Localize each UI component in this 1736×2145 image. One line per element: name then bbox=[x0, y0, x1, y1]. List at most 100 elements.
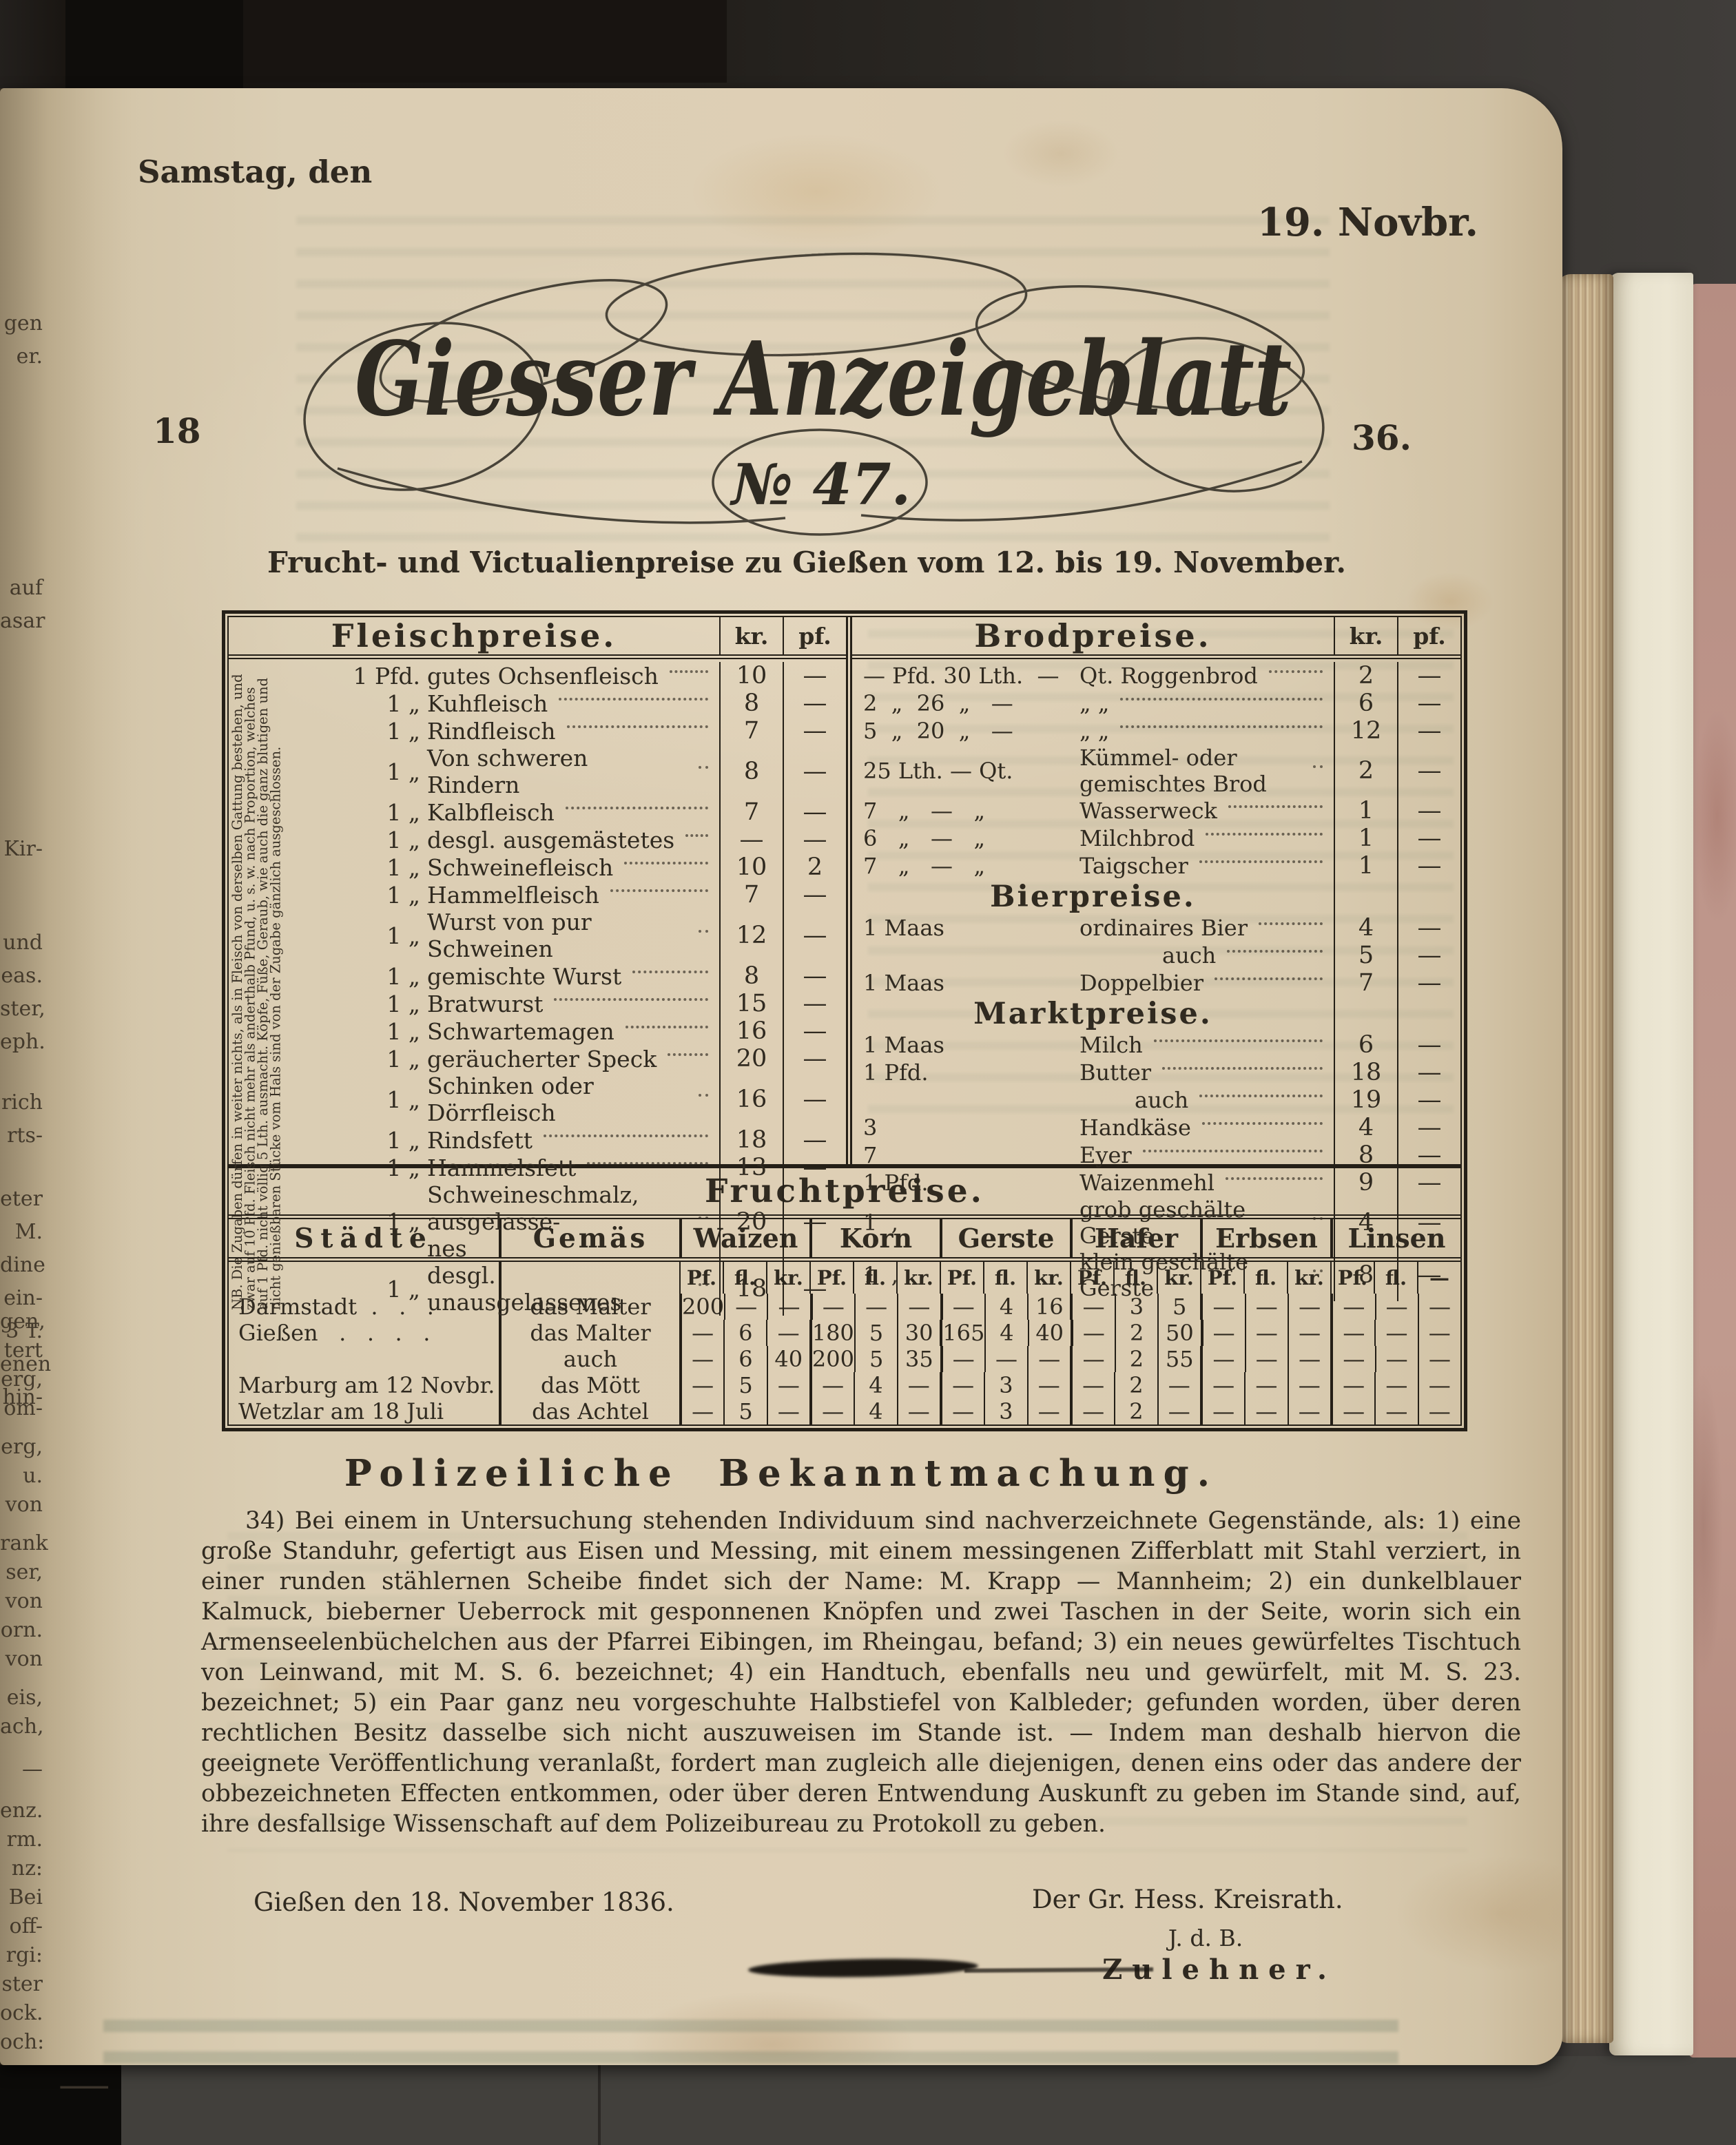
measure-unit: das Malter bbox=[499, 1320, 679, 1346]
col-gemaes: Gemäs bbox=[499, 1219, 679, 1257]
row-quantity: 1 „ bbox=[386, 798, 420, 826]
grain-column-header: Erbsen bbox=[1200, 1219, 1330, 1257]
value-cell: — bbox=[1374, 1398, 1417, 1424]
row-pfennig: — bbox=[783, 1017, 846, 1045]
dot-leader bbox=[1268, 670, 1323, 673]
markt-price-row: 3 Handkäse 4 — bbox=[852, 1114, 1460, 1141]
value-cell: 30 bbox=[897, 1320, 940, 1346]
margin-fragment: ster bbox=[0, 1970, 43, 1999]
value-cell: 40 bbox=[1027, 1320, 1071, 1346]
margin-fragment: eter bbox=[0, 1183, 43, 1216]
row-pfennig: — bbox=[783, 798, 846, 826]
value-cell: — bbox=[1070, 1320, 1115, 1346]
col-spacer bbox=[1334, 880, 1397, 914]
dot-leader bbox=[699, 930, 708, 933]
row-pfennig: — bbox=[783, 1181, 846, 1262]
row-pfennig: — bbox=[783, 662, 846, 690]
dot-leader bbox=[587, 1162, 708, 1165]
margin-fragment: gen, bbox=[0, 1307, 45, 1336]
row-item: auch bbox=[1135, 1087, 1189, 1113]
markt-price-row: auch 19 — bbox=[852, 1086, 1460, 1114]
margin-fragment: Bei bbox=[0, 1883, 43, 1912]
row-quantity: 1 „ bbox=[386, 826, 420, 853]
col-spacer bbox=[1397, 880, 1460, 914]
value-cell: — bbox=[896, 1372, 940, 1398]
value-cell: 2 bbox=[1114, 1398, 1157, 1424]
showthrough-ghost-table bbox=[868, 619, 1454, 1115]
row-quantity: 1 „ bbox=[386, 1017, 420, 1045]
city-name: Marburg am 12 Novbr. bbox=[238, 1372, 495, 1398]
row-pfennig: — bbox=[783, 962, 846, 990]
value-cell: — bbox=[1070, 1346, 1114, 1372]
row-item: Milchbrod bbox=[1079, 825, 1195, 851]
markt-price-row: 1 Maas Milch 6 — bbox=[852, 1031, 1460, 1059]
ink-smudge bbox=[747, 1957, 979, 1979]
subunit-header: fl. bbox=[983, 1262, 1026, 1294]
row-kreuzer: 16 bbox=[719, 1017, 783, 1045]
fleisch-price-row: 1 „ Von schweren Rindern 8 — bbox=[338, 745, 846, 798]
margin-fragment: erg, bbox=[0, 1365, 43, 1394]
brodpreise-title: Brodpreise. bbox=[974, 617, 1212, 654]
subunit-header: fl. bbox=[1374, 1262, 1417, 1294]
row-item: Rindsfett bbox=[427, 1126, 533, 1154]
bierpreise-header: Bierpreise. bbox=[852, 880, 1460, 914]
markt-rows: 1 Maas Milch 6 — 1 Pfd. bbox=[852, 1031, 1460, 1301]
dot-leader bbox=[1142, 1150, 1323, 1152]
value-cell: — bbox=[1287, 1320, 1330, 1346]
row-pfennig: — bbox=[783, 990, 846, 1017]
row-quantity: 3 bbox=[863, 1115, 878, 1141]
signature-sub: J. d. B. bbox=[1168, 1925, 1243, 1951]
brod-price-row: 6 „ — „ Milchbrod 1 — bbox=[852, 825, 1460, 852]
row-kreuzer: 10 bbox=[719, 853, 783, 881]
marktpreise-header: Marktpreise. bbox=[852, 997, 1460, 1031]
value-cell: — bbox=[940, 1346, 984, 1372]
subunit-header: Pf. bbox=[940, 1262, 983, 1294]
dot-leader bbox=[1313, 765, 1323, 768]
bier-price-row: auch 5 — bbox=[852, 942, 1460, 969]
row-quantity: 7 bbox=[863, 1142, 878, 1168]
value-cell: 2 bbox=[1114, 1372, 1157, 1398]
value-cell: — bbox=[767, 1294, 809, 1320]
row-item: „ „ bbox=[1079, 718, 1110, 744]
next-page-pink-edge bbox=[1689, 284, 1736, 2058]
row-pfennig: — bbox=[783, 1126, 846, 1154]
markt-price-row: 1 Pfd. Butter 18 — bbox=[852, 1059, 1460, 1086]
margin-fragment: gen bbox=[0, 307, 43, 340]
dot-leader bbox=[632, 971, 708, 973]
dot-leader bbox=[1206, 833, 1323, 836]
row-pfennig: — bbox=[1397, 852, 1460, 880]
margin-fragment: eas. bbox=[0, 960, 43, 993]
brod-price-row: 2 „ 26 „ — „ „ 6 — bbox=[852, 690, 1460, 717]
bier-price-row: 1 Maas ordinaires Bier 4 — bbox=[852, 914, 1460, 942]
showthrough-ghost-masthead bbox=[296, 205, 1330, 563]
value-cell: 40 bbox=[766, 1346, 809, 1372]
frucht-rows: Darmstadt . . . das Malter 200 — — — — —… bbox=[229, 1294, 1460, 1424]
col-staedte: Städte bbox=[294, 1222, 433, 1254]
dot-leader bbox=[624, 862, 708, 864]
row-item: Wasserweck bbox=[1079, 798, 1217, 824]
subunit-header: fl. bbox=[853, 1262, 896, 1294]
row-pfennig: — bbox=[1397, 662, 1460, 690]
frucht-city-row: Marburg am 12 Novbr. das Mött — 5 — — 4 … bbox=[229, 1372, 1460, 1398]
margin-fragment: und bbox=[0, 926, 43, 960]
fleisch-price-row: 1 „ Hammelfleisch 7 — bbox=[338, 881, 846, 909]
city-name: Gießen . . . . bbox=[238, 1320, 431, 1346]
dot-leader bbox=[699, 766, 708, 769]
dot-leader bbox=[1228, 805, 1323, 808]
dot-leader bbox=[1215, 977, 1323, 980]
margin-fragment: och: bbox=[0, 2028, 44, 2057]
row-quantity: 1 Maas bbox=[863, 915, 944, 941]
value-cell: — bbox=[1244, 1398, 1287, 1424]
margin-fragment: ster, bbox=[0, 993, 45, 1026]
value-cell: — bbox=[1417, 1294, 1460, 1320]
value-cell: 50 bbox=[1157, 1320, 1200, 1346]
value-cell: — bbox=[766, 1398, 809, 1424]
grain-column-header: Waizen bbox=[679, 1219, 809, 1257]
frucht-grain-header-row: Städte Gemäs Waizen Korn Gerste Hafer Erbsen… bbox=[229, 1219, 1460, 1262]
value-cell: — bbox=[1287, 1294, 1330, 1320]
subunit-header: kr. bbox=[896, 1262, 940, 1294]
margin-fragment: ock. bbox=[0, 1999, 43, 2028]
dot-leader bbox=[554, 998, 708, 1001]
row-quantity: 1 „ bbox=[386, 758, 420, 785]
row-quantity: 1 , bbox=[863, 1262, 898, 1288]
